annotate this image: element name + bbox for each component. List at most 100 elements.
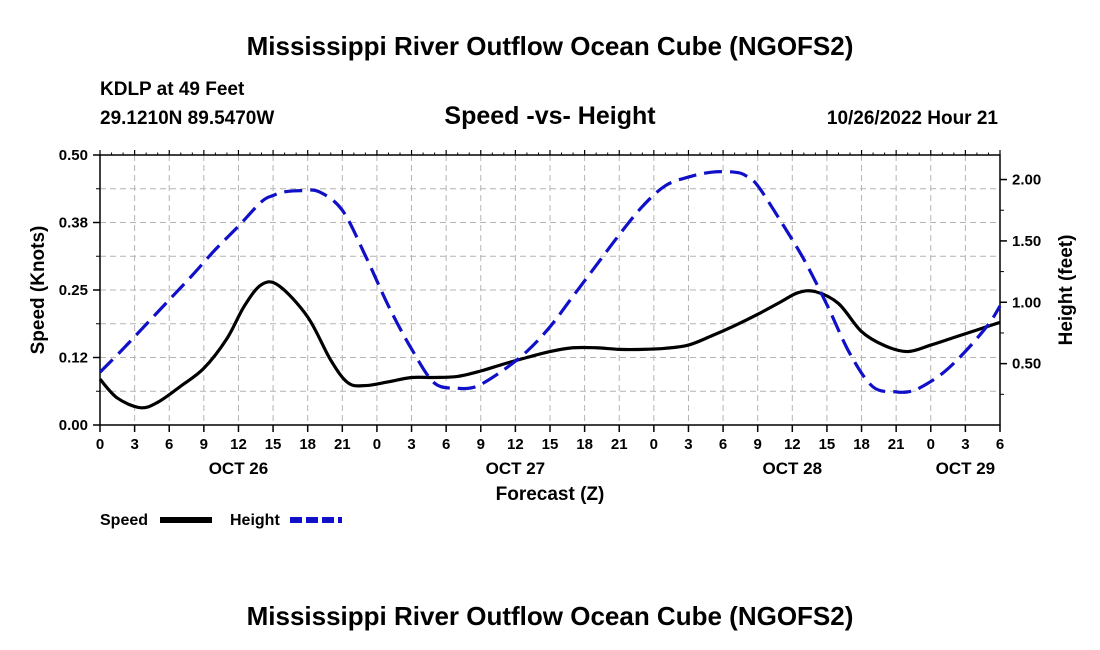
y-left-tick-label: 0.12 — [59, 350, 88, 367]
x-tick-label: 9 — [200, 436, 208, 453]
data-point-speed — [665, 348, 666, 349]
data-point-speed — [140, 407, 141, 408]
data-point-height — [965, 351, 966, 352]
data-point-speed — [503, 363, 504, 364]
data-point-speed — [388, 381, 389, 382]
data-point-height — [434, 383, 435, 384]
chart-subtitle: Speed -vs- Height — [444, 102, 656, 130]
series-layer — [98, 170, 1002, 410]
data-point-height — [319, 191, 320, 192]
data-point-height — [411, 348, 412, 349]
chart-title: Mississippi River Outflow Ocean Cube (NG… — [247, 31, 854, 61]
legend: Speed Height — [100, 512, 342, 529]
data-point-height — [192, 275, 193, 276]
x-tick-label: 15 — [819, 436, 836, 453]
data-point-height — [596, 265, 597, 266]
data-point-speed — [157, 402, 158, 403]
data-point-height — [907, 391, 908, 392]
x-date-label: OCT 26 — [209, 459, 269, 478]
data-point-height — [988, 324, 989, 325]
data-point-speed — [884, 345, 885, 346]
data-point-speed — [180, 386, 181, 387]
data-point-height — [942, 373, 943, 374]
data-point-speed — [757, 314, 758, 315]
data-point-speed — [797, 292, 798, 293]
y-right-tick-label: 1.50 — [1012, 233, 1041, 250]
data-point-speed — [203, 368, 204, 369]
data-point-height — [999, 305, 1000, 306]
location-label: 29.1210N 89.5470W — [100, 108, 274, 129]
x-tick-label: 12 — [784, 436, 801, 453]
data-point-speed — [953, 337, 954, 338]
x-tick-label: 15 — [542, 436, 559, 453]
data-point-speed — [480, 370, 481, 371]
x-tick-label: 3 — [407, 436, 415, 453]
data-point-height — [919, 388, 920, 389]
data-point-height — [272, 195, 273, 196]
data-point-height — [896, 391, 897, 392]
y-axis-left-label: Speed (Knots) — [28, 226, 49, 355]
y-left-tick-label: 0.00 — [59, 417, 88, 434]
x-tick-label: 3 — [130, 436, 138, 453]
data-point-speed — [642, 349, 643, 350]
data-point-height — [388, 305, 389, 306]
data-point-speed — [711, 335, 712, 336]
legend-label-height: Height — [230, 512, 280, 529]
x-tick-label: 6 — [442, 436, 450, 453]
data-point-speed — [907, 351, 908, 352]
x-axis-label: Forecast (Z) — [496, 484, 605, 505]
x-date-label: OCT 28 — [763, 459, 823, 478]
right-axis: 0.50 1.00 1.50 2.00 — [1000, 172, 1041, 395]
data-point-height — [365, 255, 366, 256]
data-point-height — [803, 259, 804, 260]
station-label: KDLP at 49 Feet — [100, 79, 245, 100]
x-tick-label: 6 — [165, 436, 173, 453]
data-point-speed — [434, 377, 435, 378]
y-left-tick-label: 0.50 — [59, 147, 88, 164]
x-tick-label: 15 — [265, 436, 282, 453]
data-point-speed — [226, 338, 227, 339]
data-point-speed — [278, 285, 279, 286]
data-point-height — [549, 326, 550, 327]
y-left-tick-label: 0.38 — [59, 215, 88, 232]
data-point-height — [734, 172, 735, 173]
data-point-speed — [526, 357, 527, 358]
data-point-speed — [347, 382, 348, 383]
x-tick-label: 0 — [650, 436, 658, 453]
x-tick-label: 21 — [888, 436, 905, 453]
left-axis: 0.00 0.12 0.25 0.38 0.50 — [59, 147, 100, 434]
data-point-height — [238, 226, 239, 227]
y-right-tick-label: 2.00 — [1012, 172, 1041, 189]
data-point-speed — [572, 347, 573, 348]
data-point-speed — [99, 379, 100, 380]
data-point-height — [342, 210, 343, 211]
series-line-speed — [98, 280, 1001, 410]
grid-lines — [100, 155, 1000, 425]
data-point-height — [526, 351, 527, 352]
data-point-height — [469, 388, 470, 389]
data-point-height — [711, 172, 712, 173]
x-tick-label: 6 — [719, 436, 727, 453]
data-point-speed — [838, 303, 839, 304]
data-point-height — [849, 353, 850, 354]
x-tick-label: 6 — [996, 436, 1004, 453]
data-point-speed — [244, 306, 245, 307]
data-point-height — [619, 234, 620, 235]
data-point-height — [780, 221, 781, 222]
data-point-height — [284, 191, 285, 192]
data-point-height — [665, 185, 666, 186]
data-point-speed — [780, 301, 781, 302]
x-tick-label: 0 — [96, 436, 104, 453]
data-point-height — [480, 384, 481, 385]
data-point-speed — [930, 344, 931, 345]
x-tick-label: 18 — [853, 436, 870, 453]
data-point-height — [261, 201, 262, 202]
data-point-speed — [261, 284, 262, 285]
data-point-height — [503, 369, 504, 370]
footer-title: Mississippi River Outflow Ocean Cube (NG… — [247, 601, 854, 631]
data-point-height — [642, 206, 643, 207]
data-point-speed — [549, 351, 550, 352]
data-point-speed — [688, 344, 689, 345]
x-tick-label: 3 — [684, 436, 692, 453]
data-point-speed — [619, 349, 620, 350]
